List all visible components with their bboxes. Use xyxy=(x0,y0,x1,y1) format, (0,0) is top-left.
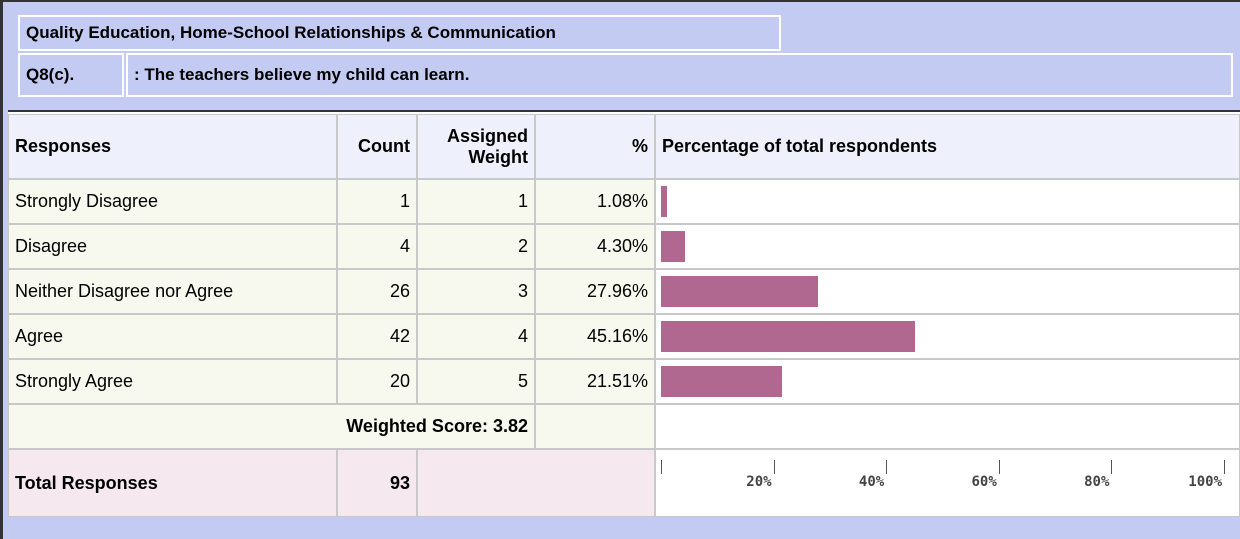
tick-mark xyxy=(1111,460,1113,474)
chart-cell xyxy=(655,179,1240,224)
weight: 5 xyxy=(417,359,535,404)
count: 20 xyxy=(337,359,417,404)
axis-cell xyxy=(655,449,1240,517)
tick-mark xyxy=(773,460,775,474)
bar xyxy=(661,276,819,307)
count: 26 xyxy=(337,269,417,314)
count: 4 xyxy=(337,224,417,269)
weighted-score: Weighted Score: 3.82 xyxy=(8,404,535,449)
total-count: 93 xyxy=(337,449,417,517)
response-label: Neither Disagree nor Agree xyxy=(8,269,337,314)
tick-mark xyxy=(998,460,1000,474)
question-code: Q8(c). xyxy=(18,53,124,97)
bar xyxy=(661,231,686,262)
column-header: % xyxy=(535,114,655,179)
tick-label: 80% xyxy=(1084,474,1110,490)
weight: 1 xyxy=(417,179,535,224)
column-header: Count xyxy=(337,114,417,179)
weight: 2 xyxy=(417,224,535,269)
tick-label: 20% xyxy=(746,474,772,490)
tick-mark xyxy=(886,460,888,474)
percent: 27.96% xyxy=(535,269,655,314)
column-header: Responses xyxy=(8,114,337,179)
count: 1 xyxy=(337,179,417,224)
bar xyxy=(661,321,916,352)
empty-cell xyxy=(417,449,655,517)
response-label: Strongly Agree xyxy=(8,359,337,404)
chart-cell xyxy=(655,404,1240,449)
response-table: Responses Count Assigned Weight% Percentage… xyxy=(8,110,1240,517)
tick-label: 100% xyxy=(1188,474,1222,490)
empty-cell xyxy=(535,404,655,449)
question-text: : The teachers believe my child can lear… xyxy=(126,53,1233,97)
response-label: Disagree xyxy=(8,224,337,269)
weight: 4 xyxy=(417,314,535,359)
bar xyxy=(661,366,783,397)
response-label: Agree xyxy=(8,314,337,359)
count: 42 xyxy=(337,314,417,359)
column-header: Assigned Weight xyxy=(417,114,535,179)
percent: 21.51% xyxy=(535,359,655,404)
response-label: Strongly Disagree xyxy=(8,179,337,224)
section-title: Quality Education, Home-School Relations… xyxy=(18,15,781,51)
chart-cell xyxy=(655,224,1240,269)
column-header: Percentage of total respondents xyxy=(655,114,1240,179)
total-label: Total Responses xyxy=(8,449,337,517)
percent: 4.30% xyxy=(535,224,655,269)
tick-mark xyxy=(1224,460,1225,474)
tick-label: 60% xyxy=(971,474,997,490)
weight: 3 xyxy=(417,269,535,314)
percent: 45.16% xyxy=(535,314,655,359)
axis-start xyxy=(661,460,662,474)
tick-label: 40% xyxy=(858,474,885,490)
percent: 1.08% xyxy=(535,179,655,224)
bar xyxy=(661,186,668,217)
